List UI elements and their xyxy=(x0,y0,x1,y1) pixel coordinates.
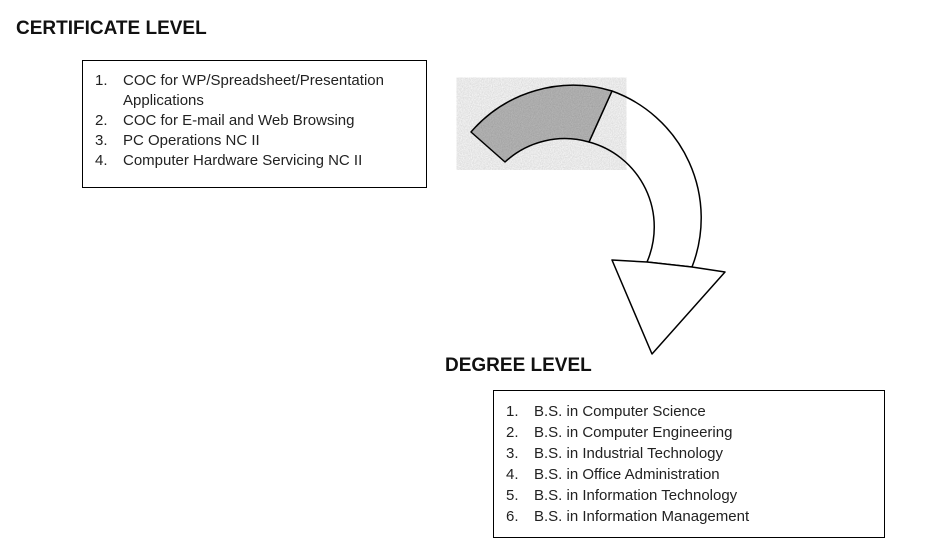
degree-box: B.S. in Computer Science B.S. in Computer… xyxy=(493,390,885,538)
degree-item-5: B.S. in Information Technology xyxy=(506,485,872,506)
certificate-item-2: COC for E-mail and Web Browsing xyxy=(95,111,414,131)
list-item-label: B.S. in Computer Engineering xyxy=(534,424,732,441)
certificate-box: COC for WP/Spreadsheet/Presentation Appl… xyxy=(82,60,427,188)
certificate-item-4: Computer Hardware Servicing NC II xyxy=(95,151,414,171)
list-item-label: B.S. in Information Management xyxy=(534,508,749,525)
list-item-label: B.S. in Computer Science xyxy=(534,403,706,420)
degree-item-1: B.S. in Computer Science xyxy=(506,401,872,422)
list-item-label: B.S. in Industrial Technology xyxy=(534,445,723,462)
certificate-item-3: PC Operations NC II xyxy=(95,131,414,151)
certificate-item-1: COC for WP/Spreadsheet/Presentation Appl… xyxy=(95,71,414,111)
degree-item-3: B.S. in Industrial Technology xyxy=(506,443,872,464)
list-item-label: B.S. in Office Administration xyxy=(534,466,720,483)
degree-item-6: B.S. in Information Management xyxy=(506,506,872,527)
list-item-label: B.S. in Information Technology xyxy=(534,487,737,504)
degree-level-heading: DEGREE LEVEL xyxy=(445,355,592,377)
curved-arrow xyxy=(447,72,737,362)
list-item-label: PC Operations NC II xyxy=(123,132,260,149)
degree-item-4: B.S. in Office Administration xyxy=(506,464,872,485)
list-item-label: COC for E-mail and Web Browsing xyxy=(123,112,354,129)
list-item-label: Computer Hardware Servicing NC II xyxy=(123,152,362,169)
list-item-label: COC for WP/Spreadsheet/Presentation Appl… xyxy=(123,72,384,109)
degree-item-2: B.S. in Computer Engineering xyxy=(506,422,872,443)
certificate-level-heading: CERTIFICATE LEVEL xyxy=(16,18,207,40)
